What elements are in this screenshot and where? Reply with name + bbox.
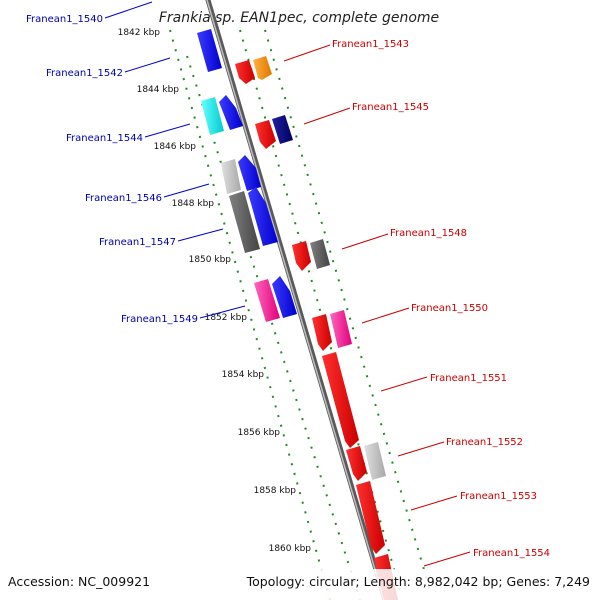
kbp-tick: 1850 kbp [189,255,232,265]
gene-franean1-1546[interactable] [229,187,278,253]
genome-backbone [205,0,388,600]
leader-line [380,376,428,392]
gene-franean1-1545[interactable] [255,115,293,149]
leader-line [361,307,410,324]
leader-line [410,495,458,511]
gene-franean1-1544[interactable] [221,155,261,194]
gene-franean1-1542[interactable] [201,95,243,135]
gene-label-franean1-1543[interactable]: Franean1_1543 [332,39,409,50]
gene-label-franean1-1544[interactable]: Franean1_1544 [66,133,143,144]
leader-line [104,1,153,19]
footer-background [0,569,600,600]
leader-line [144,123,191,138]
gene-label-franean1-1549[interactable]: Franean1_1549 [121,314,198,325]
gene-franean1-1548[interactable] [292,239,330,271]
gene-label-franean1-1545[interactable]: Franean1_1545 [352,102,429,113]
gene-franean1-1550[interactable] [312,310,352,351]
kbp-tick: 1842 kbp [118,28,161,38]
leader-line [341,233,389,250]
kbp-tick: 1856 kbp [238,428,281,438]
gene-label-franean1-1548[interactable]: Franean1_1548 [390,228,467,239]
leader-line [423,551,471,567]
leader-line [163,183,210,198]
kbp-tick: 1852 kbp [205,313,248,323]
track-border-outer-right [264,29,431,591]
leader-line [303,107,351,125]
genome-backbone-highlight [206,0,385,600]
leader-line [397,441,445,457]
kbp-tick: 1848 kbp [172,199,215,209]
gene-franean1-1549[interactable] [254,276,297,322]
kbp-tick: 1858 kbp [254,486,297,496]
genome-title: Frankia sp. EAN1pec, complete genome [159,10,439,26]
gene-franean1-1543[interactable] [235,56,272,84]
gene-label-franean1-1542[interactable]: Franean1_1542 [46,68,123,79]
gene-label-franean1-1546[interactable]: Franean1_1546 [85,193,162,204]
genome-summary-text: Topology: circular; Length: 8,982,042 bp… [246,574,590,589]
leader-line [177,228,224,242]
gene-franean1-1551[interactable] [322,352,359,448]
gene-label-franean1-1554[interactable]: Franean1_1554 [473,548,550,559]
kbp-tick: 1846 kbp [154,142,197,152]
gene-label-franean1-1551[interactable]: Franean1_1551 [430,373,507,384]
kbp-tick: 1860 kbp [269,544,312,554]
kbp-tick: 1844 kbp [137,85,180,95]
leader-line [283,44,331,62]
leader-line [124,57,171,73]
gene-franean1-1540[interactable] [197,29,222,72]
track-border-inner-right [239,29,401,591]
gene-label-franean1-1550[interactable]: Franean1_1550 [411,303,488,314]
gene-label-franean1-1540[interactable]: Franean1_1540 [26,14,103,25]
gene-label-franean1-1553[interactable]: Franean1_1553 [460,491,537,502]
gene-label-franean1-1547[interactable]: Franean1_1547 [99,237,176,248]
kbp-tick: 1854 kbp [222,370,265,380]
gene-label-franean1-1552[interactable]: Franean1_1552 [446,437,523,448]
gene-franean1-1552[interactable] [346,442,386,481]
accession-text: Accession: NC_009921 [8,574,150,589]
gene-franean1-1553[interactable] [356,481,385,554]
leader-line [199,305,246,319]
